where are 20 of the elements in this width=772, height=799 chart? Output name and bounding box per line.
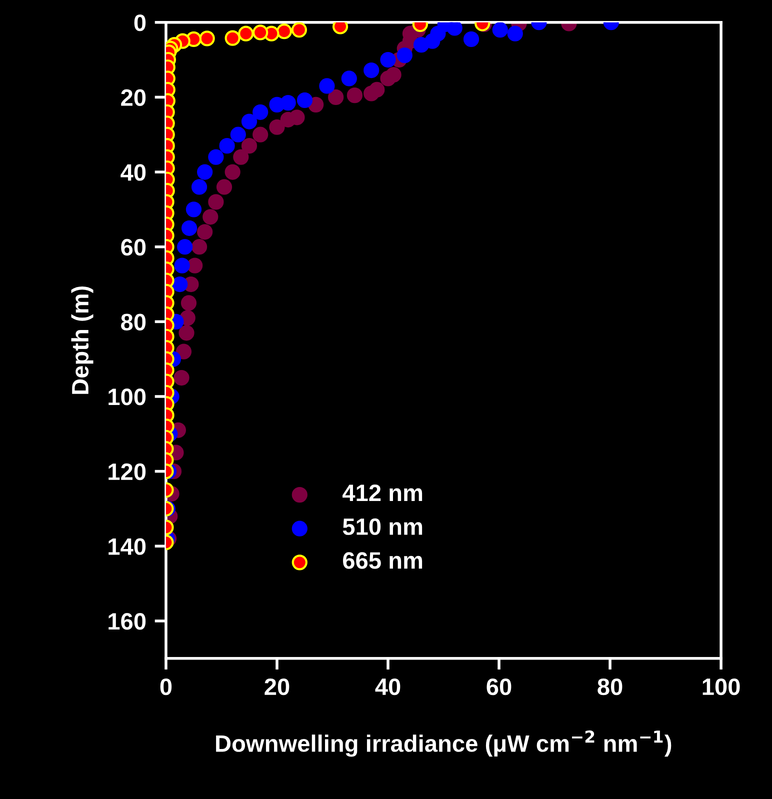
legend-label: 665 nm: [343, 552, 422, 569]
y-axis-title: Depth (m): [71, 286, 94, 394]
x-tick-label: 100: [702, 678, 740, 696]
legend-label: 412 nm: [342, 484, 422, 501]
y-tick-label: 20: [121, 89, 146, 106]
y-tick-label: 120: [108, 463, 146, 480]
y-tick-label: 80: [121, 314, 146, 330]
y-tick-label: 140: [108, 538, 146, 555]
y-tick-label: 0: [134, 14, 146, 32]
y-tick-label: 60: [121, 238, 146, 256]
x-axis-title: Downwelling irradiance (μW cm$^{−2}$ nm$^{−1}$): [216, 730, 672, 757]
x-tick-label: 20: [264, 678, 290, 696]
y-tick-label: 100: [108, 388, 146, 406]
y-tick-label: 40: [120, 164, 146, 181]
x-tick-label: 80: [598, 678, 622, 696]
y-tick-label: 160: [108, 613, 146, 630]
legend-label: 510 nm: [342, 518, 422, 536]
x-tick-label: 40: [375, 678, 400, 696]
x-tick-label: 0: [160, 678, 172, 696]
x-tick-label: 60: [486, 678, 512, 696]
